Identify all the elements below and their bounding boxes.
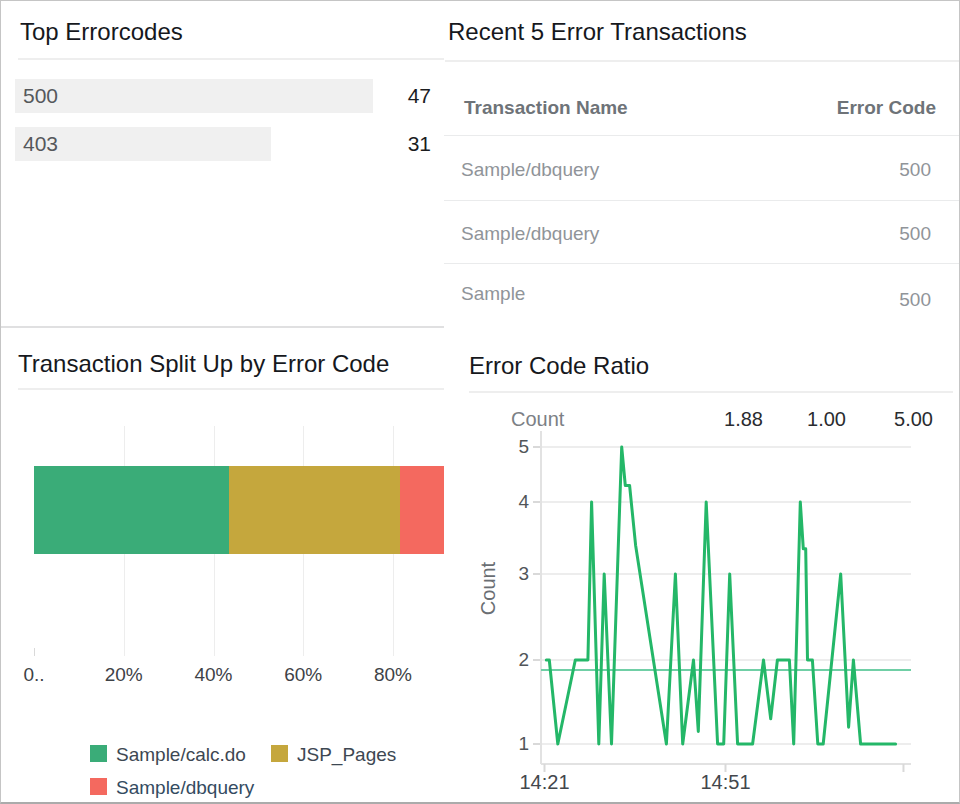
y-axis-tick-label: 3 [444, 563, 529, 585]
column-header-error-code: Error Code [837, 97, 936, 119]
legend-item-sample-dbquery[interactable]: Sample/dbquery [90, 777, 280, 795]
x-axis-tick-label: 80% [353, 664, 433, 686]
x-axis-tick-label: 40% [174, 664, 254, 686]
errorcode-count: 31 [408, 127, 431, 161]
x-axis-tick-label: 20% [84, 664, 164, 686]
y-axis-tick-label: 5 [444, 436, 529, 458]
y-axis-tick-label: 1 [444, 733, 529, 755]
divider [444, 263, 960, 264]
transaction-name: Sample/dbquery [461, 159, 599, 181]
errorcode-label: 403 [23, 127, 58, 161]
panel-error-code-ratio: Error Code Ratio Count 1.88 1.00 5.00 Co… [444, 331, 960, 804]
dashboard: Top Errorcodes 500 47 403 31 Recent 5 Er… [0, 0, 960, 804]
errorcode-count: 47 [408, 79, 431, 113]
recent-transactions-title: Recent 5 Error Transactions [448, 18, 747, 46]
error-code: 500 [899, 159, 931, 181]
divider [18, 58, 449, 60]
panel-recent-error-transactions: Recent 5 Error Transactions Transaction … [444, 1, 960, 326]
x-gridline [34, 648, 35, 656]
y-axis-tick-label: 4 [444, 491, 529, 513]
legend-label: JSP_Pages [297, 744, 396, 766]
top-errorcodes-title: Top Errorcodes [20, 18, 183, 46]
x-axis-tick-label: 60% [263, 664, 343, 686]
error-count-line [546, 447, 895, 744]
x-axis-tick-label: 14:51 [685, 771, 765, 794]
legend-swatch [90, 745, 107, 762]
divider [445, 60, 960, 62]
transaction-name: Sample/dbquery [461, 223, 599, 245]
column-header-transaction-name: Transaction Name [464, 97, 628, 119]
errorcode-row-403[interactable]: 403 31 [15, 127, 437, 161]
legend-item-sample-calc-do[interactable]: Sample/calc.do [90, 744, 280, 762]
error-code: 500 [899, 289, 931, 311]
x-axis-tick-label: 14:21 [505, 771, 585, 794]
legend-swatch [271, 745, 288, 762]
bar-segment-sample-calc-do[interactable] [34, 466, 229, 554]
panel-transaction-split: Transaction Split Up by Error Code 0..20… [1, 326, 451, 804]
transaction-name: Sample [461, 283, 525, 305]
divider [444, 200, 960, 201]
panel-top-errorcodes: Top Errorcodes 500 47 403 31 [1, 1, 451, 326]
errorcode-label: 500 [23, 79, 58, 113]
y-axis-tick-label: 2 [444, 649, 529, 671]
error-code: 500 [899, 223, 931, 245]
legend-swatch [90, 778, 107, 795]
legend-label: Sample/dbquery [116, 777, 254, 799]
legend-label: Sample/calc.do [116, 744, 246, 766]
errorcode-row-500[interactable]: 500 47 [15, 79, 437, 113]
x-axis-tick-label: 0.. [1, 664, 74, 686]
legend-item-jsp-pages[interactable]: JSP_Pages [271, 744, 451, 762]
stacked-bar-chart: 0..20%40%60%80%Sample/calc.doJSP_PagesSa… [1, 326, 451, 804]
bar-segment-jsp-pages[interactable] [229, 466, 400, 554]
divider [444, 135, 960, 136]
errorcode-bar [15, 79, 373, 113]
